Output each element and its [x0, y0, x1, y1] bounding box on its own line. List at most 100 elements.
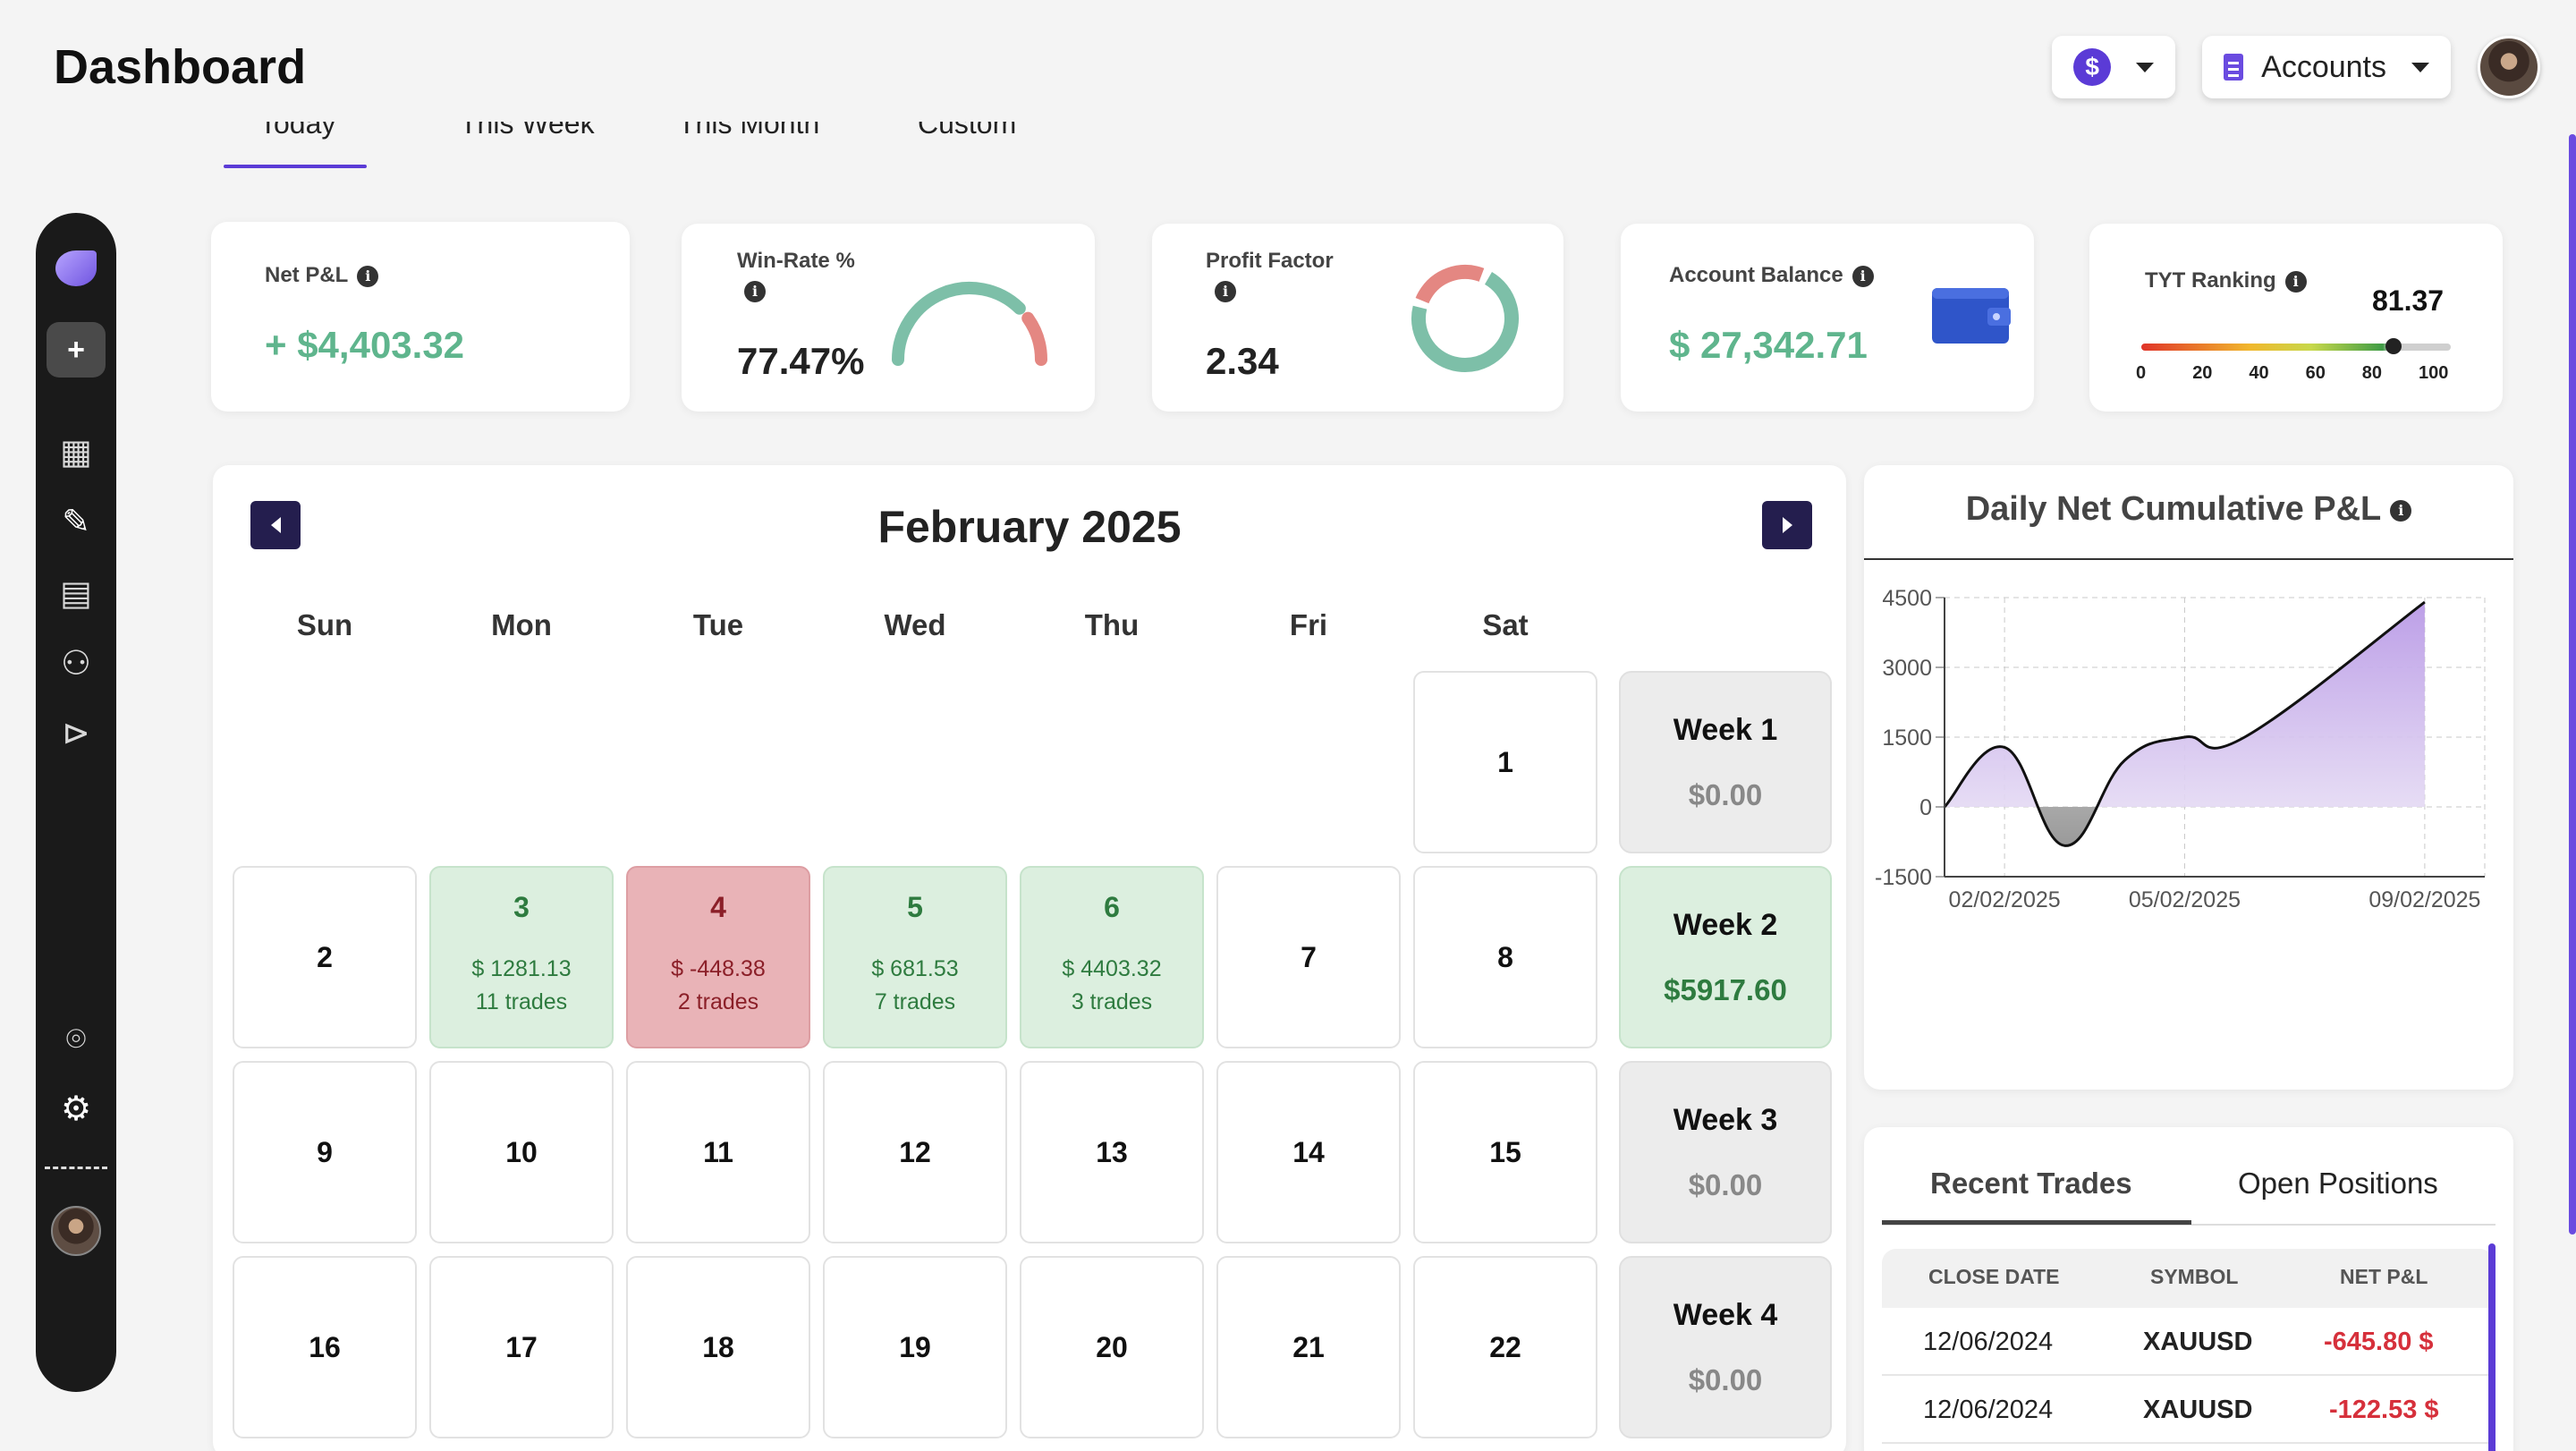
day-number: 20	[1096, 1330, 1128, 1363]
calendar-day[interactable]: 8	[1413, 866, 1597, 1048]
day-number: 10	[505, 1135, 538, 1168]
calendar-day[interactable]: 15	[1413, 1061, 1597, 1243]
info-icon[interactable]: i	[744, 281, 766, 302]
tab-recent-trades[interactable]: Recent Trades	[1930, 1167, 2132, 1200]
help-chat-icon[interactable]: ⌾	[65, 1021, 87, 1058]
info-icon[interactable]: i	[2390, 499, 2412, 522]
calendar-day[interactable]: 7	[1216, 866, 1401, 1048]
day-number: 17	[505, 1330, 538, 1363]
column-symbol: SYMBOL	[2150, 1265, 2239, 1288]
tyt-ranking-card: TYT Ranking i 81.37 0 20 40 60 80 100	[2089, 224, 2503, 412]
week-value: $0.00	[1688, 777, 1763, 811]
prev-month-button[interactable]	[250, 501, 301, 549]
top-controls: $ Accounts	[2052, 36, 2540, 98]
pencil-icon[interactable]: ✎	[62, 504, 90, 541]
calendar-day[interactable]: 19	[823, 1256, 1007, 1438]
day-pnl: $ -448.38	[671, 955, 766, 981]
net-pnl-value: + $4,403.32	[265, 324, 465, 366]
trades-scrollbar[interactable]	[2488, 1243, 2496, 1451]
day-pnl: $ 4403.32	[1062, 955, 1162, 981]
chevron-right-icon	[1782, 517, 1792, 533]
calendar-day[interactable]: 22	[1413, 1256, 1597, 1438]
weekday-header: Sun	[296, 608, 353, 641]
chevron-left-icon	[270, 517, 281, 533]
calendar-day[interactable]: 1	[1413, 671, 1597, 853]
tabs-divider	[1882, 1224, 2496, 1226]
net-pnl-label: Net P&L	[265, 263, 349, 287]
column-net-pnl: NET P&L	[2340, 1265, 2428, 1288]
calendar-day[interactable]: 17	[429, 1256, 614, 1438]
calendar-day[interactable]: 11	[626, 1061, 810, 1243]
week-summary[interactable]: Week 2 $5917.60	[1619, 866, 1832, 1048]
sidebar: + ▦ ✎ ▤ ⚇ ⊳ ⌾ ⚙	[36, 213, 116, 1392]
info-icon[interactable]: i	[2284, 270, 2307, 293]
network-icon[interactable]: ⚇	[60, 645, 92, 683]
week-value: $5917.60	[1664, 972, 1787, 1006]
weekday-header: Thu	[1084, 608, 1140, 641]
account-balance-value: $ 27,342.71	[1669, 324, 1868, 366]
donut-loss-segment	[1411, 265, 1519, 372]
day-number: 5	[907, 890, 923, 923]
dashboard-grid-icon[interactable]: ▦	[60, 434, 92, 471]
trade-symbol: XAUUSD	[2143, 1396, 2253, 1424]
tab-this-week[interactable]: This Week	[460, 122, 595, 140]
journal-icon[interactable]: ▤	[60, 575, 92, 613]
sidebar-avatar[interactable]	[51, 1206, 101, 1256]
calendar-title: February 2025	[877, 502, 1182, 552]
calendar-day[interactable]: 5 $ 681.53 7 trades	[823, 866, 1007, 1048]
calendar-day[interactable]: 16	[233, 1256, 417, 1438]
page-scrollbar[interactable]	[2569, 134, 2576, 1235]
x-tick-label: 05/02/2025	[2129, 887, 2241, 912]
trade-date: 12/06/2024	[1923, 1328, 2054, 1356]
day-number: 14	[1292, 1135, 1325, 1168]
calendar-day[interactable]: 6 $ 4403.32 3 trades	[1020, 866, 1204, 1048]
tab-custom[interactable]: Custom	[918, 122, 1017, 140]
accounts-selector[interactable]: Accounts	[2202, 36, 2451, 98]
user-avatar[interactable]	[2478, 36, 2540, 98]
week-label: Week 1	[1673, 712, 1778, 747]
scale-tick-label: 20	[2192, 363, 2213, 383]
tab-this-month[interactable]: This Month	[678, 122, 820, 140]
info-icon[interactable]: i	[1852, 265, 1874, 287]
calendar-day[interactable]: 9	[233, 1061, 417, 1243]
calendar-day[interactable]: 14	[1216, 1061, 1401, 1243]
tab-open-positions[interactable]: Open Positions	[2238, 1167, 2438, 1200]
week-summary[interactable]: Week 4 $0.00	[1619, 1256, 1832, 1438]
add-button[interactable]: +	[47, 322, 106, 378]
active-tab-indicator	[224, 165, 367, 168]
gear-icon[interactable]: ⚙	[60, 1090, 92, 1128]
calendar-day[interactable]: 2	[233, 866, 417, 1048]
gauge-loss-arc	[1021, 311, 1047, 366]
currency-selector[interactable]: $	[2052, 36, 2176, 98]
calendar-day[interactable]: 4 $ -448.38 2 trades	[626, 866, 810, 1048]
calendar-card: February 2025 Sun Mon Tue Wed Thu Fri Sat 1 Week…	[213, 465, 1846, 1451]
week-summary[interactable]: Week 1 $0.00	[1619, 671, 1832, 853]
table-row[interactable]: 12/06/2024 XAUUSD -122.53 $	[1882, 1376, 2494, 1444]
day-pnl: $ 681.53	[871, 955, 959, 981]
calendar-day[interactable]: 21	[1216, 1256, 1401, 1438]
weekday-header: Sat	[1482, 608, 1529, 641]
sidebar-divider	[45, 1167, 107, 1169]
info-icon[interactable]: i	[357, 265, 379, 287]
tab-today[interactable]: Today	[259, 122, 336, 140]
play-icon[interactable]: ⊳	[62, 715, 90, 752]
active-tab-indicator	[1882, 1220, 2191, 1225]
gauge-win-arc	[892, 282, 1026, 366]
cumulative-pnl-card: Daily Net Cumulative P&L i 4500 3000 1500 0 -…	[1864, 465, 2513, 1090]
calendar-day[interactable]: 20	[1020, 1256, 1204, 1438]
calendar-day[interactable]: 18	[626, 1256, 810, 1438]
donut-profit-segment	[1411, 265, 1519, 372]
logo-icon[interactable]	[55, 250, 97, 286]
calendar-day[interactable]: 12	[823, 1061, 1007, 1243]
day-number: 19	[899, 1330, 931, 1363]
calendar-day[interactable]: 3 $ 1281.13 11 trades	[429, 866, 614, 1048]
info-icon[interactable]: i	[1215, 281, 1236, 302]
win-rate-label: Win-Rate %	[737, 249, 855, 273]
week-summary[interactable]: Week 3 $0.00	[1619, 1061, 1832, 1243]
calendar-day[interactable]: 10	[429, 1061, 614, 1243]
calendar-day[interactable]: 13	[1020, 1061, 1204, 1243]
scale-tick-label: 100	[2419, 363, 2449, 383]
week-label: Week 4	[1673, 1297, 1778, 1332]
table-row[interactable]: 12/06/2024 XAUUSD -645.80 $	[1882, 1308, 2494, 1376]
next-month-button[interactable]	[1762, 501, 1812, 549]
